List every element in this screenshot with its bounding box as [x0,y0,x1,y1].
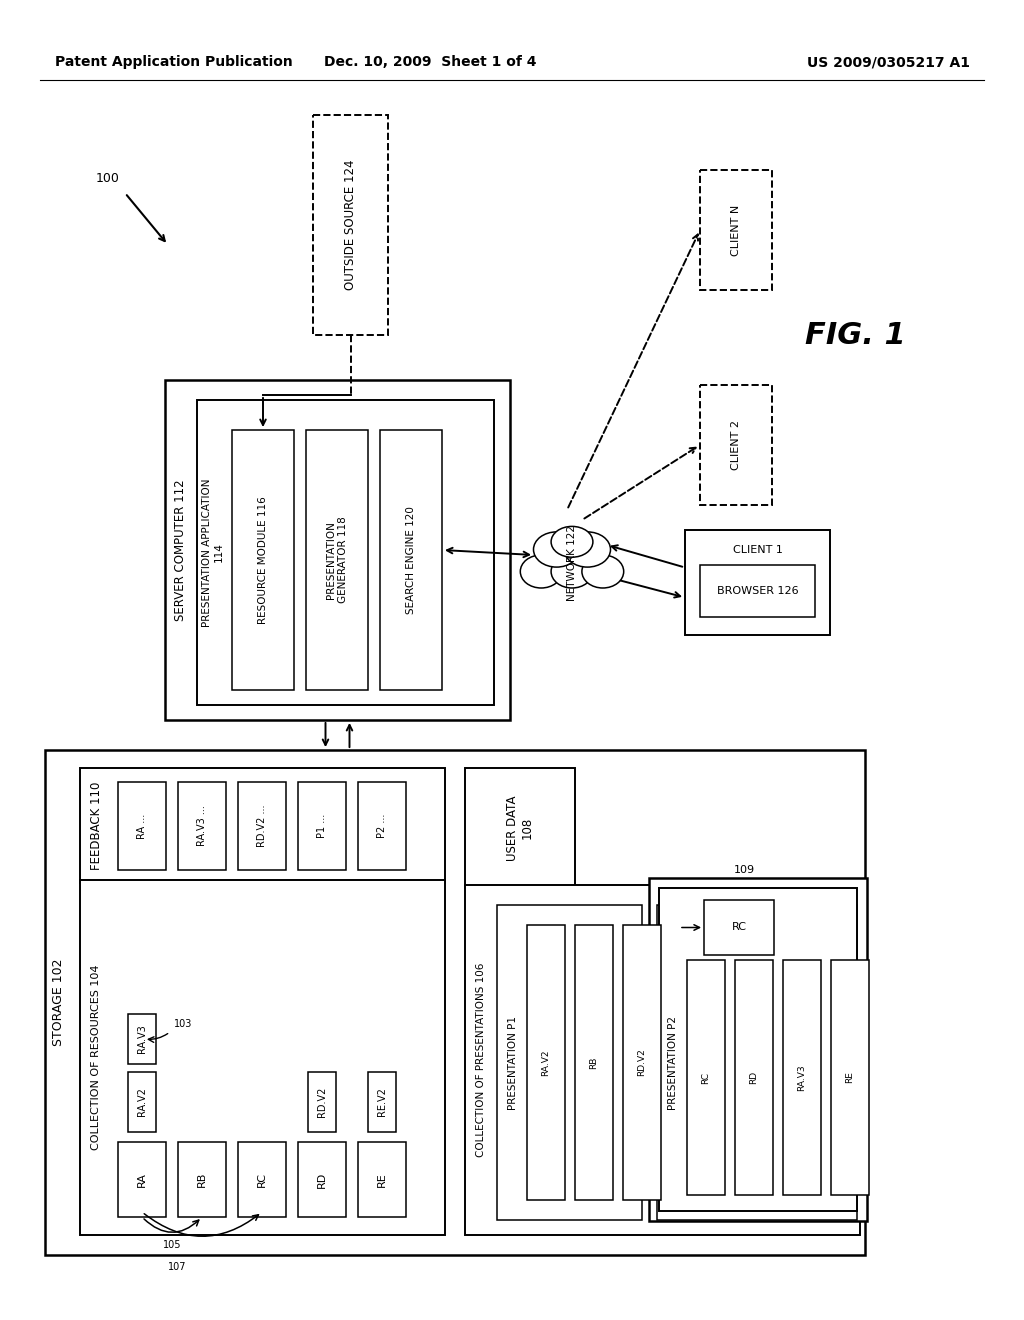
FancyBboxPatch shape [165,380,510,719]
FancyBboxPatch shape [527,925,565,1200]
Text: STORAGE 102: STORAGE 102 [52,958,66,1047]
FancyBboxPatch shape [623,925,662,1200]
Text: RA.V2: RA.V2 [542,1049,551,1076]
Text: RD.V2: RD.V2 [638,1048,646,1076]
FancyBboxPatch shape [657,906,857,1220]
FancyBboxPatch shape [238,1142,286,1217]
FancyBboxPatch shape [700,170,772,290]
FancyBboxPatch shape [380,430,442,690]
Text: CLIENT 2: CLIENT 2 [731,420,741,470]
Text: PRESENTATION
GENERATOR 118: PRESENTATION GENERATOR 118 [327,516,348,603]
FancyBboxPatch shape [128,1072,156,1133]
Text: RA ...: RA ... [137,813,147,838]
FancyBboxPatch shape [118,781,166,870]
FancyBboxPatch shape [308,1072,336,1133]
Text: PRESENTATION P2: PRESENTATION P2 [668,1015,678,1110]
FancyBboxPatch shape [238,781,286,870]
FancyBboxPatch shape [178,1142,226,1217]
Text: RD: RD [317,1171,327,1188]
Text: USER DATA
108: USER DATA 108 [506,795,534,861]
Ellipse shape [564,532,610,568]
Text: RC: RC [731,923,746,932]
Text: BROWSER 126: BROWSER 126 [717,586,799,597]
Ellipse shape [582,554,624,587]
Text: RE: RE [377,1172,387,1187]
Text: Patent Application Publication: Patent Application Publication [55,55,293,69]
Text: NETWORK 122: NETWORK 122 [567,525,577,601]
Text: FIG. 1: FIG. 1 [805,321,905,350]
Text: P1 ...: P1 ... [317,814,327,838]
FancyBboxPatch shape [178,781,226,870]
FancyBboxPatch shape [368,1072,396,1133]
FancyBboxPatch shape [358,781,406,870]
FancyBboxPatch shape [783,960,821,1195]
Text: RD.V2 ...: RD.V2 ... [257,805,267,847]
FancyBboxPatch shape [306,430,368,690]
FancyBboxPatch shape [700,385,772,506]
Text: Dec. 10, 2009  Sheet 1 of 4: Dec. 10, 2009 Sheet 1 of 4 [324,55,537,69]
FancyBboxPatch shape [687,960,725,1195]
Text: RE.V2: RE.V2 [377,1088,387,1117]
Text: RB: RB [197,1172,207,1187]
Text: RA.V3 ...: RA.V3 ... [197,805,207,846]
Text: COLLECTION OF PRESENTATIONS 106: COLLECTION OF PRESENTATIONS 106 [476,962,486,1158]
Text: OUTSIDE SOURCE 124: OUTSIDE SOURCE 124 [344,160,357,290]
FancyBboxPatch shape [685,531,830,635]
Text: RD: RD [750,1071,759,1084]
FancyBboxPatch shape [118,1142,166,1217]
Text: 100: 100 [96,172,120,185]
Text: SERVER COMPUTER 112: SERVER COMPUTER 112 [174,479,187,620]
FancyBboxPatch shape [197,400,494,705]
FancyBboxPatch shape [700,565,815,616]
Text: RA.V3: RA.V3 [798,1064,807,1090]
FancyBboxPatch shape [80,880,445,1236]
Text: RE: RE [846,1072,854,1084]
Text: FEEDBACK 110: FEEDBACK 110 [89,781,102,870]
Text: RC: RC [701,1072,711,1084]
Text: RA: RA [137,1172,147,1187]
FancyBboxPatch shape [45,750,865,1255]
FancyBboxPatch shape [358,1142,406,1217]
Text: P2 ...: P2 ... [377,814,387,838]
Text: 109: 109 [733,865,755,875]
FancyBboxPatch shape [313,115,388,335]
FancyBboxPatch shape [465,768,575,888]
FancyBboxPatch shape [298,1142,346,1217]
FancyBboxPatch shape [80,768,445,883]
Text: CLIENT 1: CLIENT 1 [732,545,782,554]
Text: 105: 105 [163,1239,181,1250]
Text: RC: RC [257,1172,267,1187]
FancyBboxPatch shape [575,925,613,1200]
FancyBboxPatch shape [232,430,294,690]
Text: US 2009/0305217 A1: US 2009/0305217 A1 [807,55,970,69]
Ellipse shape [534,532,580,568]
FancyBboxPatch shape [659,888,857,1210]
Text: RD.V2: RD.V2 [317,1086,327,1117]
FancyBboxPatch shape [465,884,860,1236]
FancyBboxPatch shape [705,900,774,954]
Text: 103: 103 [174,1019,193,1030]
Ellipse shape [551,554,593,587]
Text: RA.V3: RA.V3 [137,1024,147,1053]
Text: 107: 107 [168,1262,186,1272]
Text: PRESENTATION P1: PRESENTATION P1 [508,1015,518,1110]
Text: RESOURCE MODULE 116: RESOURCE MODULE 116 [258,496,268,624]
Text: RB: RB [590,1056,598,1069]
FancyBboxPatch shape [128,1014,156,1064]
Ellipse shape [551,527,593,557]
Text: RA.V2: RA.V2 [137,1088,147,1117]
Text: COLLECTION OF RESOURCES 104: COLLECTION OF RESOURCES 104 [91,965,101,1150]
Text: PRESENTATION APPLICATION
114: PRESENTATION APPLICATION 114 [202,478,224,627]
Text: CLIENT N: CLIENT N [731,205,741,256]
Ellipse shape [520,554,562,587]
Text: SEARCH ENGINE 120: SEARCH ENGINE 120 [406,506,416,614]
FancyBboxPatch shape [831,960,869,1195]
FancyBboxPatch shape [298,781,346,870]
FancyBboxPatch shape [497,906,642,1220]
FancyBboxPatch shape [649,878,867,1221]
FancyBboxPatch shape [735,960,773,1195]
